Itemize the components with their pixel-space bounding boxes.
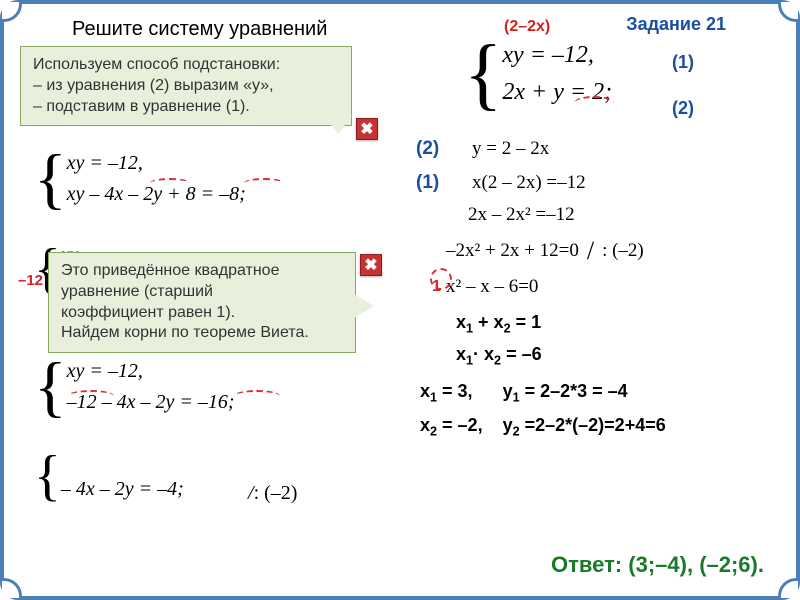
div-neg2-a: /: (–2): [248, 482, 297, 505]
r4: –2х² + 2х + 12=0: [446, 240, 579, 262]
callout1-tail: [324, 116, 352, 134]
left-system-4: { – 4x – 2y = –4;: [34, 452, 184, 501]
corner-deco: [778, 2, 798, 22]
callout2-line1: Это приведённое квадратное: [61, 261, 343, 282]
r1: у = 2 – 2х: [472, 138, 549, 160]
close-callout2-button[interactable]: ✖: [360, 254, 382, 276]
r2: х(2 – 2х) =–12: [472, 172, 586, 194]
vieta-prod: x1· x2 = –6: [456, 344, 666, 368]
callout1-line3: – подставим в уравнение (1).: [33, 97, 339, 118]
sys4-eq1: [61, 452, 184, 472]
label-eq1: (1): [672, 52, 694, 73]
left-system-1: { ху = –12, ху – 4x – 2y + 8 = –8;: [34, 152, 246, 206]
callout2-line4: Найдем корни по теореме Виета.: [61, 323, 343, 344]
r4-div: : (–2): [602, 240, 644, 262]
task-label: Задание 21: [626, 14, 726, 35]
callout2-line3: коэффициент равен 1).: [61, 303, 343, 324]
sub-label-1: (2–2х): [504, 18, 550, 36]
callout1-line2: – из уравнения (2) выразим «у»,: [33, 76, 339, 97]
sys3-eq1: ху = –12,: [67, 360, 235, 383]
dash-arc: [234, 390, 280, 402]
dash-arc: [244, 178, 284, 188]
left-system-3: { ху = –12, –12 – 4x – 2y = –16;: [34, 360, 235, 414]
r2-label: (1): [416, 172, 468, 194]
dash-circle: [430, 268, 452, 290]
label-eq2: (2): [672, 98, 694, 119]
dash-arc: [68, 390, 114, 402]
corner-deco: [2, 2, 22, 22]
callout-substitution: Используем способ подстановки: – из урав…: [20, 46, 352, 126]
corner-deco: [2, 578, 22, 598]
vieta-sum: x1 + x2 = 1: [456, 312, 666, 336]
right-work-column: (2) у = 2 – 2х (1) х(2 – 2х) =–12 2х – 2…: [416, 138, 666, 450]
callout1-line1: Используем способ подстановки:: [33, 55, 339, 76]
page-frame: Решите систему уравнений Задание 21 (2–2…: [0, 0, 800, 600]
sys-eq1: ху = –12,: [502, 42, 612, 69]
callout-quadratic: Это приведённое квадратное уравнение (ст…: [48, 252, 356, 353]
callout2-tail: [354, 294, 374, 318]
close-callout1-button[interactable]: ✖: [356, 118, 378, 140]
dash-arc: [150, 178, 190, 188]
sys1-eq1: ху = –12,: [67, 152, 246, 175]
result-1: x1 = 3, y1 = 2–2*3 = –4: [420, 381, 666, 405]
r3: 2х – 2х² =–12: [468, 204, 666, 226]
dash-arc: [574, 96, 614, 110]
r5: х² – х – 6=0: [446, 276, 538, 297]
result-2: x2 = –2, y2 =2–2*(–2)=2+4=6: [420, 415, 666, 439]
sys4-eq2: – 4x – 2y = –4;: [61, 478, 184, 501]
corner-deco: [778, 578, 798, 598]
page-title: Решите систему уравнений: [72, 18, 327, 41]
r1-label: (2): [416, 138, 468, 160]
answer: Ответ: (3;–4), (–2;6).: [551, 552, 764, 578]
callout2-line2: уравнение (старший: [61, 282, 343, 303]
